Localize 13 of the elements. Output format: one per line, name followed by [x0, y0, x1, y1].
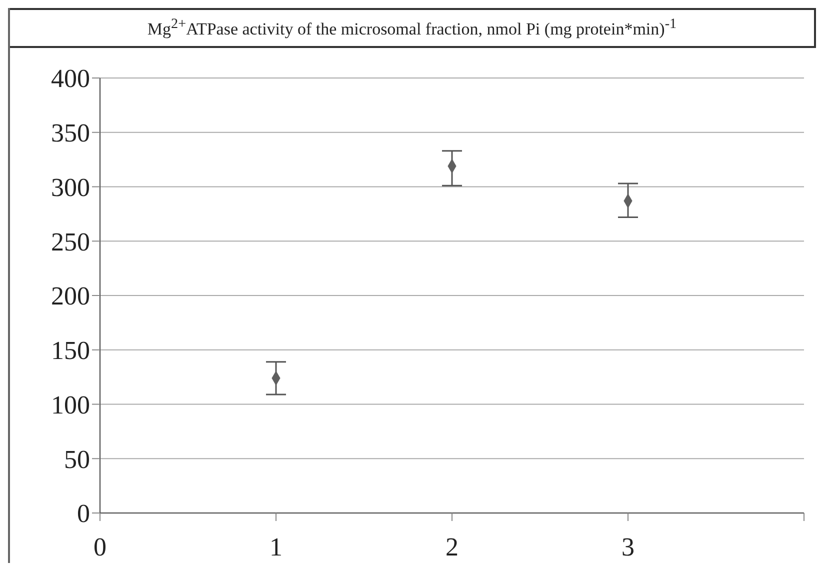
y-tick-label: 200	[51, 281, 90, 310]
x-tick-label: 1	[270, 532, 282, 562]
y-tick-label: 50	[64, 444, 90, 474]
y-tick-label: 250	[51, 227, 90, 256]
chart-title: Mg$^{2+}$ATPase activity of the microsomal fraction, nmol Pi (mg protein*min)$^{-1}$	[10, 8, 816, 48]
y-tick-label: 0	[77, 498, 90, 528]
y-tick-label: 400	[51, 64, 90, 93]
x-tick-label: 2	[446, 532, 458, 562]
y-tick-label: 150	[51, 336, 90, 365]
y-tick-label: 300	[51, 172, 90, 202]
y-tick-label: 350	[51, 118, 90, 148]
x-tick-label: 3	[622, 532, 634, 562]
y-tick-label: 100	[51, 390, 90, 420]
